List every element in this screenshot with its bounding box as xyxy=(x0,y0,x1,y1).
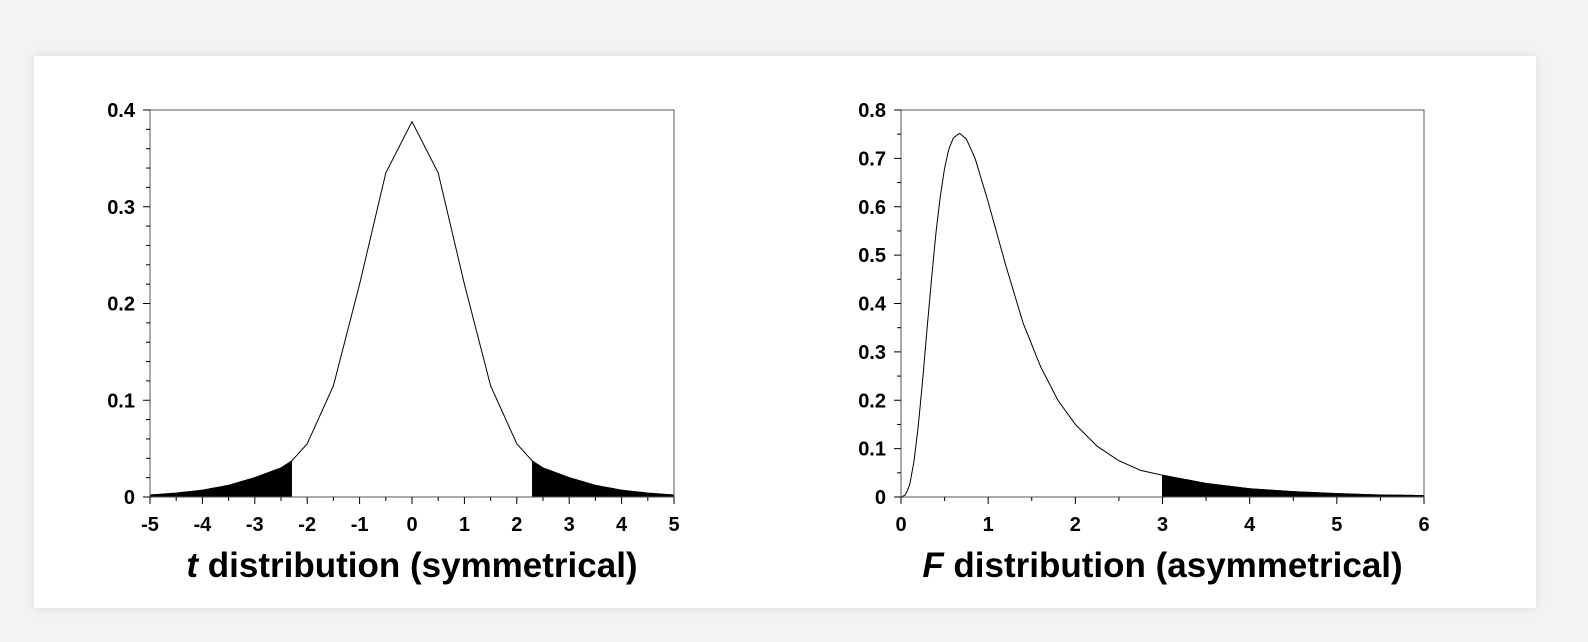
t-x-tick-label: -4 xyxy=(194,514,213,536)
t-x-tick-label: 5 xyxy=(668,514,679,536)
f-shaded-tail-0 xyxy=(1162,474,1425,498)
f-x-tick-label: 1 xyxy=(983,514,994,536)
f-x-tick-label: 4 xyxy=(1244,514,1256,536)
t-x-tick-label: 2 xyxy=(511,514,522,536)
f-y-tick-label: 0.1 xyxy=(858,439,886,461)
f-x-tick-label: 5 xyxy=(1331,514,1342,536)
f-distribution-chart: 0 1 2 3 4 5 6 0 0.1 0.2 0.3 0.4 0.5 0.6 0.7 0.8 F dist… xyxy=(858,100,1429,585)
t-axis-title: t distribution (symmetrical) xyxy=(186,546,637,585)
f-x-tick-label: 6 xyxy=(1418,514,1429,536)
f-y-tick-label: 0.6 xyxy=(858,197,886,219)
t-axis-title-text: distribution (symmetrical) xyxy=(198,546,638,585)
t-x-tick-label: -3 xyxy=(246,514,264,536)
f-axis-title-text: distribution (asymmetrical) xyxy=(944,546,1403,585)
t-y-tick-label: 0.4 xyxy=(107,100,136,122)
t-x-tick-label: 0 xyxy=(406,514,417,536)
t-plot-frame xyxy=(149,109,675,498)
t-x-tick-label: -1 xyxy=(351,514,369,536)
f-x-tick-label: 0 xyxy=(895,514,906,536)
t-y-tick-label: 0 xyxy=(124,487,135,509)
f-density-curve xyxy=(900,133,1425,498)
t-x-tick-label: 3 xyxy=(564,514,575,536)
t-axis-title-italic: t xyxy=(186,546,199,585)
f-y-tick-label: 0.4 xyxy=(858,294,887,316)
f-plot-frame xyxy=(900,109,1425,498)
f-x-tick-label: 2 xyxy=(1070,514,1081,536)
f-axis-title: F distribution (asymmetrical) xyxy=(922,546,1402,585)
f-y-tick-label: 0.3 xyxy=(858,342,886,364)
t-x-tick-label: 4 xyxy=(616,514,628,536)
t-y-tick-label: 0.1 xyxy=(107,390,135,412)
t-x-tick-label: 1 xyxy=(459,514,470,536)
f-y-tick-label: 0.7 xyxy=(858,148,886,170)
f-axis-title-italic: F xyxy=(922,546,945,585)
t-distribution-chart: -5 -4 -3 -2 -1 0 1 2 3 4 5 0 0.1 0.2 0.3 0.4 t distrib… xyxy=(107,100,679,585)
t-density-curve xyxy=(149,120,675,496)
t-x-tick-label: -5 xyxy=(141,514,159,536)
t-x-tick-label: -2 xyxy=(298,514,316,536)
f-y-tick-label: 0.5 xyxy=(858,245,886,267)
f-y-tick-label: 0.8 xyxy=(858,100,886,122)
t-shaded-tail-1 xyxy=(532,460,675,498)
f-y-tick-label: 0 xyxy=(875,487,886,509)
f-y-tick-label: 0.2 xyxy=(858,390,886,412)
f-x-tick-label: 3 xyxy=(1157,514,1168,536)
t-shaded-tail-0 xyxy=(149,460,292,498)
figure-card xyxy=(34,56,1536,608)
t-y-tick-label: 0.2 xyxy=(107,294,135,316)
t-y-tick-label: 0.3 xyxy=(107,197,135,219)
